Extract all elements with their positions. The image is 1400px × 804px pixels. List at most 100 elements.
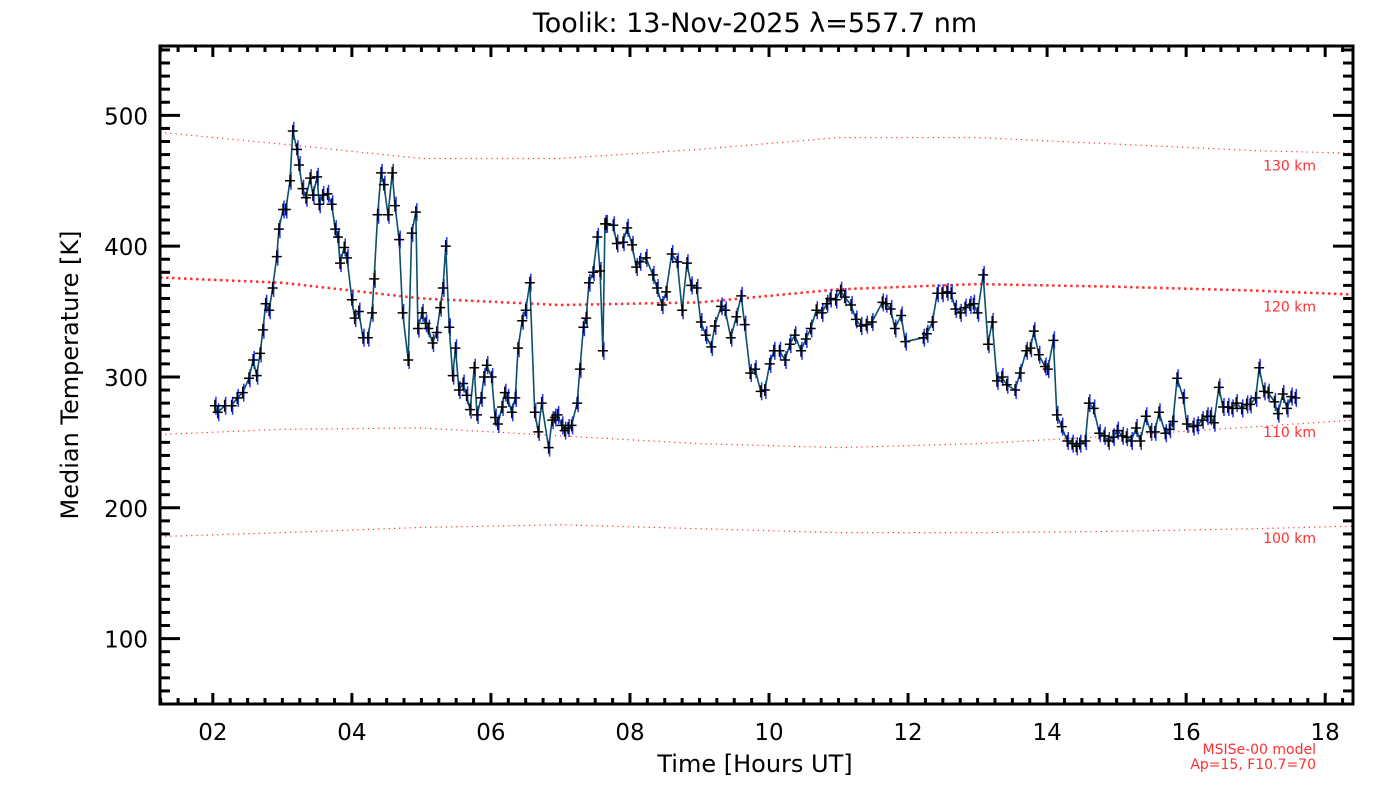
data-point xyxy=(248,353,259,366)
data-point xyxy=(736,289,747,302)
model-curve-100km xyxy=(159,524,1354,538)
data-point xyxy=(677,304,688,317)
data-point xyxy=(312,170,323,183)
data-point xyxy=(816,306,827,319)
data-point xyxy=(273,223,284,236)
data-point xyxy=(469,361,480,374)
data-point xyxy=(1028,325,1039,338)
data-point xyxy=(1042,363,1053,376)
data-point xyxy=(725,331,736,344)
data-point xyxy=(314,198,325,211)
data-point xyxy=(1188,420,1199,433)
data-point xyxy=(661,285,672,298)
data-point xyxy=(349,312,360,325)
chart-title: Toolik: 13-Nov-2025 λ=557.7 nm xyxy=(532,8,977,39)
data-point xyxy=(280,203,291,216)
data-point xyxy=(921,327,932,340)
data-point xyxy=(383,208,394,221)
data-point xyxy=(1286,390,1297,403)
data-point xyxy=(330,223,341,236)
data-point xyxy=(1272,407,1283,420)
data-point xyxy=(492,418,503,431)
data-point xyxy=(731,310,742,323)
data-point xyxy=(209,399,220,412)
data-point xyxy=(805,322,816,335)
data-point xyxy=(1056,420,1067,433)
data-point xyxy=(394,233,405,246)
data-point xyxy=(417,306,428,319)
data-point xyxy=(1245,398,1256,411)
data-point xyxy=(595,265,606,278)
data-point xyxy=(1126,435,1137,448)
data-point xyxy=(780,353,791,366)
data-point xyxy=(437,282,448,295)
data-point xyxy=(835,284,846,297)
data-point xyxy=(403,353,414,366)
data-point xyxy=(243,372,254,385)
data-point xyxy=(307,189,318,202)
data-point xyxy=(458,377,469,390)
data-point xyxy=(1074,437,1085,450)
data-point xyxy=(850,313,861,326)
data-point xyxy=(759,384,770,397)
data-point xyxy=(774,344,785,357)
data-point xyxy=(490,411,501,424)
data-point xyxy=(825,292,836,305)
y-tick-label: 300 xyxy=(104,366,148,392)
data-point xyxy=(578,321,589,334)
data-point xyxy=(1112,424,1123,437)
data-point xyxy=(987,316,998,329)
data-point xyxy=(332,230,343,243)
data-point xyxy=(960,301,971,314)
data-point xyxy=(369,272,380,285)
data-series xyxy=(209,122,1301,457)
model-name-label: MSISe-00 model xyxy=(1202,742,1316,758)
x-tick-label: 16 xyxy=(1172,720,1201,746)
data-point xyxy=(513,342,524,355)
data-point xyxy=(627,238,638,251)
data-point xyxy=(524,276,535,289)
plot-frame xyxy=(158,44,1355,706)
data-point xyxy=(1277,387,1288,400)
data-point xyxy=(552,408,563,421)
data-point xyxy=(237,386,248,399)
data-point xyxy=(1088,402,1099,415)
data-point xyxy=(618,236,629,249)
data-point xyxy=(264,304,275,317)
data-point xyxy=(1062,435,1073,448)
data-point xyxy=(955,306,966,319)
data-point xyxy=(1108,431,1119,444)
model-curve-label: 130 km xyxy=(1263,158,1316,174)
data-point xyxy=(543,441,554,454)
axes: 02 04 06 08 10 12 14 16 18 100 200 300 400 500 xyxy=(104,44,1355,746)
data-point xyxy=(706,340,717,353)
data-point xyxy=(647,268,658,281)
data-point xyxy=(376,166,387,179)
data-point xyxy=(1227,402,1238,415)
x-tick-label: 18 xyxy=(1311,720,1340,746)
x-tick-label: 14 xyxy=(1032,720,1061,746)
data-point xyxy=(346,293,357,306)
data-point xyxy=(941,285,952,298)
data-point xyxy=(440,240,451,253)
data-point xyxy=(1208,416,1219,429)
model-curve-label: 100 km xyxy=(1263,531,1316,547)
x-tick-label: 06 xyxy=(476,720,505,746)
data-point xyxy=(251,369,262,382)
x-tick-label: 02 xyxy=(198,720,227,746)
data-point xyxy=(811,304,822,317)
data-point xyxy=(861,318,872,331)
data-point xyxy=(656,299,667,312)
data-point xyxy=(1001,378,1012,391)
data-point xyxy=(1205,410,1216,423)
y-tick-label: 500 xyxy=(104,104,148,130)
data-point xyxy=(1080,435,1091,448)
data-point xyxy=(510,391,521,404)
data-point xyxy=(520,304,531,317)
data-point xyxy=(453,384,464,397)
data-point xyxy=(1178,391,1189,404)
data-point xyxy=(839,291,850,304)
data-point xyxy=(1269,395,1280,408)
data-point xyxy=(855,319,866,332)
data-point xyxy=(476,391,487,404)
